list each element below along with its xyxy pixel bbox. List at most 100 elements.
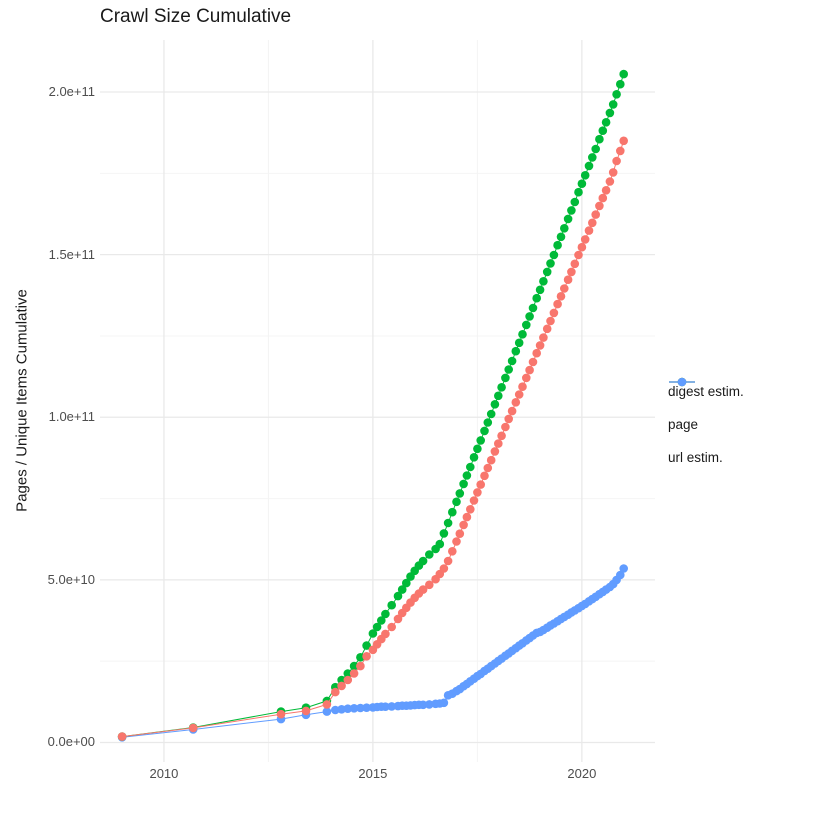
data-point: [546, 316, 555, 326]
data-point: [556, 292, 566, 301]
data-point: [598, 126, 608, 135]
data-point: [349, 661, 359, 671]
data-point: [337, 705, 346, 714]
data-point: [480, 426, 489, 436]
data-point: [443, 556, 453, 566]
data-point: [486, 455, 496, 465]
legend-label: digest estim.: [668, 384, 744, 399]
data-point: [507, 356, 517, 366]
data-point: [584, 226, 594, 235]
data-point: [473, 444, 482, 454]
data-point: [418, 700, 428, 710]
data-point: [490, 400, 500, 409]
data-point: [448, 507, 457, 517]
y-tick-label: 0.0e+00: [47, 734, 95, 750]
data-point: [337, 675, 346, 685]
data-point: [356, 703, 365, 713]
data-point: [349, 704, 359, 713]
legend-label: url estim.: [668, 450, 723, 465]
data-point: [619, 69, 628, 79]
data-point: [574, 187, 583, 197]
data-point: [466, 462, 475, 472]
data-point: [483, 463, 493, 473]
x-tick-label: 2010: [149, 766, 179, 781]
data-point: [577, 242, 587, 252]
data-point: [612, 90, 621, 99]
data-point: [462, 471, 472, 480]
x-tick-label: 2020: [567, 766, 597, 781]
data-point: [595, 201, 604, 211]
data-point: [563, 214, 573, 224]
data-point: [514, 338, 524, 348]
data-point: [425, 550, 434, 559]
legend-label: page: [668, 417, 699, 432]
data-point: [381, 702, 390, 711]
data-point: [372, 622, 382, 632]
data-point: [480, 471, 489, 481]
data-point: [486, 409, 496, 419]
data-point: [567, 267, 576, 277]
data-point: [556, 232, 566, 242]
data-point: [459, 520, 468, 530]
data-point: [580, 235, 590, 244]
data-point: [577, 179, 587, 188]
data-point: [343, 669, 353, 678]
data-point: [387, 622, 397, 632]
data-point: [337, 681, 346, 691]
data-point: [466, 505, 475, 514]
data-point: [619, 564, 628, 573]
x-tick-label: 2015: [358, 766, 388, 781]
data-point: [483, 418, 493, 427]
data-point: [469, 496, 479, 505]
data-point: [546, 259, 555, 268]
data-point: [362, 652, 371, 661]
data-point: [490, 447, 500, 456]
data-point: [598, 193, 608, 203]
data-point: [616, 570, 625, 580]
data-point: [601, 186, 611, 195]
data-point: [612, 156, 621, 166]
data-point: [563, 275, 573, 285]
data-point: [522, 373, 531, 383]
data-point: [473, 488, 482, 497]
data-point: [605, 177, 615, 186]
y-tick-label: 5.0e+10: [47, 571, 95, 587]
data-point: [497, 383, 506, 392]
data-point: [514, 390, 524, 399]
data-point: [425, 580, 434, 590]
data-point: [619, 136, 628, 146]
chart-title: Crawl Size Cumulative: [100, 6, 292, 27]
data-point: [402, 578, 411, 588]
data-point: [532, 293, 541, 303]
legend: digest estim. page url estim.: [668, 375, 744, 474]
data-point: [322, 700, 332, 709]
data-point: [476, 480, 486, 489]
data-point: [349, 669, 359, 678]
data-point: [542, 267, 552, 277]
legend-entry: page: [668, 377, 744, 441]
data-point: [522, 320, 531, 330]
y-axis-title: Pages / Unique Items Cumulative: [13, 289, 31, 512]
data-point: [588, 218, 597, 228]
data-point: [418, 585, 428, 594]
data-point: [608, 100, 618, 109]
data-point: [507, 406, 517, 416]
data-point: [276, 709, 286, 719]
data-point: [518, 330, 527, 339]
data-point: [528, 357, 538, 367]
data-point: [439, 564, 449, 573]
data-point: [574, 250, 583, 260]
data-point: [452, 537, 461, 546]
data-point: [595, 134, 604, 144]
data-point: [452, 497, 461, 507]
data-point: [368, 629, 378, 638]
y-tick-label: 2.0e+11: [48, 84, 95, 100]
data-point: [528, 303, 538, 313]
data-point: [616, 79, 625, 89]
data-point: [549, 250, 559, 260]
data-point: [608, 168, 618, 177]
data-point: [591, 144, 600, 154]
data-point: [455, 489, 465, 498]
data-point: [504, 414, 513, 424]
